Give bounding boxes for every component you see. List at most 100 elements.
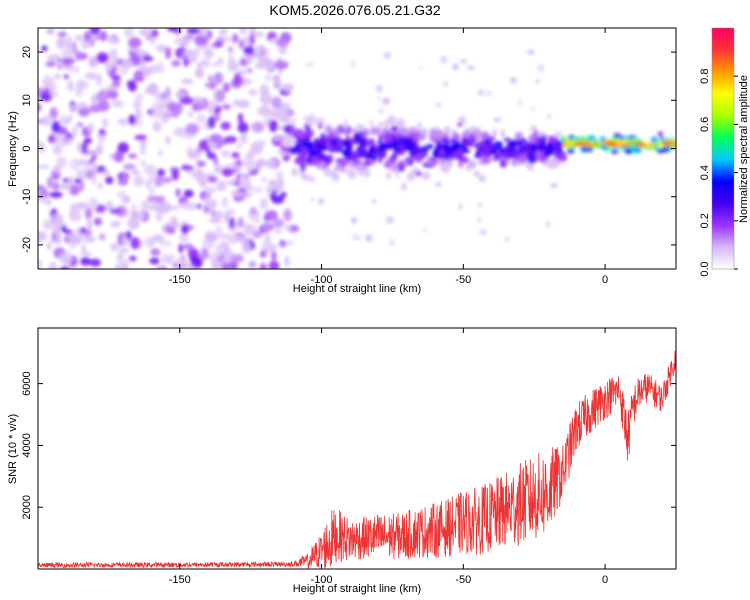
spectrogram-blob [128, 209, 134, 220]
spectrogram-blob [67, 233, 77, 243]
spectrogram-blob [128, 37, 142, 48]
spectrogram-blob [279, 191, 287, 198]
spectrogram-blob [563, 141, 574, 146]
spectrogram-frame [37, 27, 677, 270]
spectrogram-blob [175, 91, 186, 98]
spectrogram-blob [390, 239, 394, 247]
spectrogram-blob [220, 150, 231, 158]
spectrogram-blob [268, 119, 278, 132]
spectrogram-blob [421, 171, 431, 181]
spectrogram-blob [128, 255, 137, 262]
colorbar-frame [711, 27, 735, 270]
spectrogram-blob [493, 117, 502, 122]
spectrogram-blob [96, 73, 102, 86]
spectrogram-blob [125, 230, 132, 241]
spectrogram-blob [625, 149, 630, 154]
spectrogram-blob [88, 57, 97, 68]
spectrogram-blob [320, 133, 326, 138]
spectrogram-blob [198, 139, 211, 151]
spectrogram-blob [613, 133, 622, 138]
spectrogram-blob [224, 212, 230, 224]
spectrogram-blob [93, 217, 102, 226]
spectrogram-blob [230, 254, 244, 263]
spectrogram-blob [377, 121, 385, 127]
spectrogram-blob [180, 201, 194, 210]
spectrogram-blob [171, 168, 179, 181]
spectrogram-blob [54, 73, 62, 80]
spectrogram-blob [218, 28, 229, 36]
spectrogram-blob [228, 217, 235, 229]
spectrogram-blob [96, 134, 107, 144]
spectrogram-blob [379, 151, 385, 159]
snr-y-tick-label: 6000 [21, 371, 33, 395]
spectrogram-blob [203, 186, 218, 194]
spectrogram-blob [283, 208, 292, 222]
spectrogram-blob [353, 233, 357, 241]
spectrogram-blob [355, 124, 365, 132]
spectrogram-blob [67, 79, 74, 92]
spectrogram-blob [239, 59, 249, 67]
spectrogram-blob [248, 171, 253, 177]
spectrogram-blob [222, 82, 231, 93]
spectrogram-blob [38, 231, 44, 243]
spectrogram-blob [86, 218, 93, 231]
spectrogram-blob [58, 183, 73, 191]
spectrogram-x-tick-label: -50 [455, 274, 471, 286]
spectrogram-blob [355, 235, 362, 241]
spectrogram-blob [91, 94, 98, 106]
spectrogram-blob [351, 217, 357, 224]
spectrogram-blob [317, 198, 325, 205]
spectrogram-blob [144, 86, 158, 95]
spectrogram-blob [50, 82, 57, 93]
spectrogram-blob [48, 262, 58, 269]
spectrogram-blob [203, 48, 214, 59]
spectrogram-blob [448, 158, 452, 168]
spectrogram-blob [51, 232, 57, 243]
spectrogram-blob [253, 140, 267, 146]
spectrogram-blob [130, 236, 140, 250]
spectrogram-blob [237, 69, 247, 75]
spectrogram-blob [97, 54, 108, 63]
spectrogram-blob [417, 122, 422, 129]
spectrogram-blob [109, 208, 123, 215]
spectrogram-blob [480, 131, 490, 140]
spectrogram-x-axis-title: Height of straight line (km) [293, 283, 421, 295]
spectrogram-blob [518, 99, 522, 106]
spectrogram-blob [459, 203, 463, 210]
spectrogram-blob [557, 153, 568, 162]
spectrogram-blob [224, 36, 232, 42]
spectrogram-blob [477, 89, 485, 96]
spectrogram-blob [237, 112, 244, 124]
spectrogram-blob [521, 152, 527, 161]
spectrogram-blob [489, 149, 498, 155]
spectrogram-blob [348, 155, 357, 162]
spectrogram-blob [213, 72, 224, 85]
spectrogram-blob [182, 243, 194, 251]
spectrogram-blob [52, 140, 65, 148]
spectrogram-blob [190, 257, 203, 268]
spectrogram-blob [352, 128, 357, 133]
spectrogram-blob [156, 168, 165, 177]
spectrogram-blob [157, 149, 163, 157]
spectrogram-blob [110, 242, 120, 252]
spectrogram-blob [211, 62, 222, 67]
spectrogram-blob [599, 137, 605, 141]
spectrogram-blob [114, 264, 120, 269]
spectrogram-blob [503, 152, 514, 159]
spectrogram-blob [169, 216, 178, 229]
snr-x-tick-label: 0 [602, 574, 608, 586]
spectrogram-blob [49, 191, 63, 198]
spectrogram-blob [59, 251, 73, 265]
spectrogram-blob [480, 156, 491, 165]
spectrogram-blob [49, 107, 58, 120]
spectrogram-blob [275, 38, 289, 47]
spectrogram-blob [245, 184, 253, 191]
spectrogram-blob [76, 169, 87, 181]
spectrogram-blob [362, 128, 369, 138]
spectrogram-blob [52, 165, 62, 174]
spectrogram-blob [550, 182, 558, 189]
spectrogram-heatmap [38, 28, 676, 269]
spectrogram-blob [386, 171, 392, 180]
spectrogram-blob [277, 45, 287, 55]
spectrogram-blob [49, 92, 60, 97]
